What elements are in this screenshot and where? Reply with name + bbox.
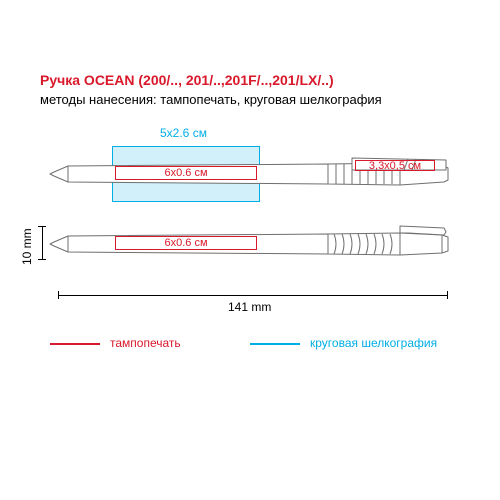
methods-subtitle: методы нанесения: тампопечать, круговая … (40, 92, 382, 107)
legend-red-dash (50, 343, 100, 345)
product-title: Ручка OCEAN (200/.., 201/..,201F/..,201/… (40, 72, 334, 88)
legend-blue-label: круговая шелкография (310, 336, 437, 350)
pen1-barrel-print-zone: 6x0.6 см (115, 166, 257, 180)
dim-height-line (42, 226, 43, 260)
dim-height-tick-bot (38, 259, 46, 260)
dim-width-line (58, 295, 448, 296)
diagram-canvas: Ручка OCEAN (200/.., 201/..,201F/..,201/… (0, 0, 500, 500)
pen1-clip-print-zone: 3,3x0,5 см (355, 160, 435, 171)
selection-box-label: 5x2.6 см (160, 126, 207, 140)
dim-width-tick-right (447, 291, 448, 299)
dim-width-label: 141 mm (228, 300, 271, 314)
pen2-barrel-print-zone: 6x0.6 см (115, 236, 257, 250)
legend-red-label: тампопечать (110, 336, 181, 350)
dim-width-tick-left (58, 291, 59, 299)
legend-blue-dash (250, 343, 300, 345)
dim-height-label: 10 mm (20, 228, 34, 265)
dim-height-tick-top (38, 226, 46, 227)
